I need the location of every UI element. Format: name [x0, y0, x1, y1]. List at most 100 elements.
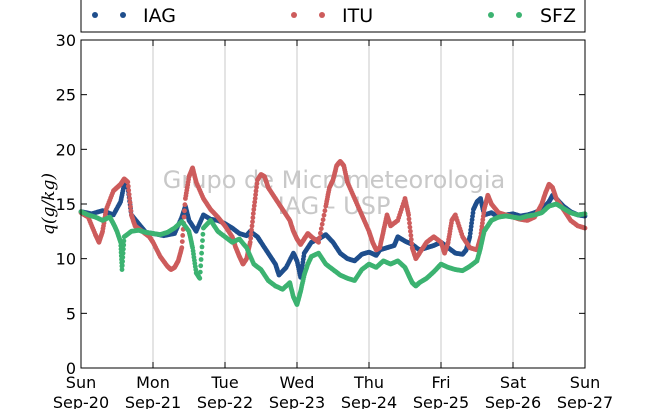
data-points — [78, 159, 588, 307]
y-tick-label: 0 — [66, 359, 76, 378]
data-point — [248, 235, 254, 241]
data-point — [322, 208, 328, 214]
data-point — [179, 245, 185, 251]
data-point — [250, 215, 256, 221]
data-point — [252, 196, 258, 201]
data-point — [119, 263, 125, 268]
legend-marker-iag-a — [92, 12, 98, 18]
data-point — [251, 207, 257, 212]
data-point — [200, 231, 206, 237]
data-point — [199, 250, 205, 256]
data-point — [127, 200, 133, 206]
y-axis: 0 5 10 15 20 25 30 — [56, 31, 585, 378]
data-point — [254, 184, 259, 190]
data-point — [181, 214, 187, 220]
data-point — [252, 199, 258, 205]
data-point — [318, 230, 323, 236]
x-tick-label-date: Sep-27 — [557, 393, 613, 409]
x-tick-label-day: Sun — [570, 373, 600, 392]
y-tick-label: 10 — [56, 250, 76, 269]
data-point — [318, 226, 324, 232]
x-tick-label-day: Tue — [210, 373, 238, 392]
data-point — [407, 224, 413, 230]
data-point — [120, 259, 125, 264]
y-tick-label: 15 — [56, 195, 76, 214]
data-point — [408, 228, 413, 234]
data-point — [128, 204, 133, 210]
data-point — [127, 196, 132, 201]
data-point — [197, 275, 203, 281]
x-tick-label-date: Sep-23 — [269, 393, 325, 409]
legend-label-itu: ITU — [342, 5, 373, 27]
data-point — [121, 238, 127, 244]
data-point — [179, 239, 185, 245]
watermark-line-2: IAG - USP — [278, 192, 391, 220]
data-point — [409, 241, 415, 247]
grid — [152, 40, 514, 368]
data-point — [121, 242, 127, 248]
data-point — [249, 227, 254, 233]
data-point — [198, 257, 204, 262]
series-itu — [78, 159, 588, 272]
data-point — [408, 237, 414, 242]
data-point — [182, 202, 188, 208]
data-point — [319, 221, 325, 227]
y-tick-label: 25 — [56, 86, 76, 105]
legend-marker-itu-a — [291, 12, 297, 18]
data-point — [198, 263, 204, 269]
x-tick-label-day: Wed — [280, 373, 315, 392]
y-tick-label: 5 — [66, 304, 76, 323]
y-tick-label: 20 — [56, 140, 76, 159]
plot-area — [81, 40, 585, 368]
data-point — [126, 192, 132, 197]
data-point — [200, 238, 205, 244]
legend-marker-sfz-a — [488, 12, 494, 18]
x-tick-label-date: Sep-21 — [125, 393, 181, 409]
data-point — [126, 187, 132, 193]
data-point — [408, 233, 414, 238]
legend-marker-sfz-b — [516, 12, 522, 18]
legend-marker-itu-b — [319, 12, 325, 18]
data-point — [253, 188, 259, 194]
data-point — [120, 254, 126, 260]
x-tick-label-day: Sun — [66, 373, 96, 392]
data-point — [180, 233, 186, 238]
legend-box — [80, 0, 586, 33]
data-point — [407, 220, 412, 226]
data-point — [316, 239, 321, 245]
data-point — [249, 223, 255, 229]
data-point — [251, 203, 257, 209]
x-tick-label-date: Sep-22 — [197, 393, 253, 409]
data-point — [125, 183, 131, 189]
data-point — [197, 269, 203, 275]
data-point — [119, 267, 125, 272]
legend-entry-itu: ITU — [291, 5, 373, 27]
legend: IAG ITU SFZ — [80, 0, 586, 33]
legend-entry-iag: IAG — [92, 5, 176, 27]
data-point — [468, 227, 474, 233]
data-point — [120, 250, 126, 256]
data-point — [248, 231, 254, 237]
x-tick-label-day: Sat — [500, 373, 526, 392]
data-point — [121, 246, 126, 252]
legend-label-iag: IAG — [143, 5, 176, 27]
legend-label-sfz: SFZ — [540, 5, 576, 27]
legend-marker-iag-b — [120, 12, 126, 18]
data-point — [182, 208, 187, 214]
x-tick-label-day: Fri — [431, 373, 450, 392]
data-point — [247, 239, 253, 245]
x-tick-label-date: Sep-26 — [485, 393, 541, 409]
data-point — [125, 179, 131, 185]
legend-entry-sfz: SFZ — [488, 5, 576, 27]
series-sfz — [78, 201, 588, 307]
y-axis-label: q(g/kg) — [39, 173, 59, 235]
x-tick-label-date: Sep-20 — [53, 393, 109, 409]
data-point — [406, 212, 411, 218]
data-point — [317, 235, 322, 241]
x-tick-label-day: Mon — [136, 373, 170, 392]
x-axis: SunSep-20MonSep-21TueSep-22WedSep-23ThuS… — [53, 40, 613, 409]
data-point — [128, 208, 134, 214]
data-point — [199, 244, 205, 250]
y-tick-label: 30 — [56, 31, 76, 50]
